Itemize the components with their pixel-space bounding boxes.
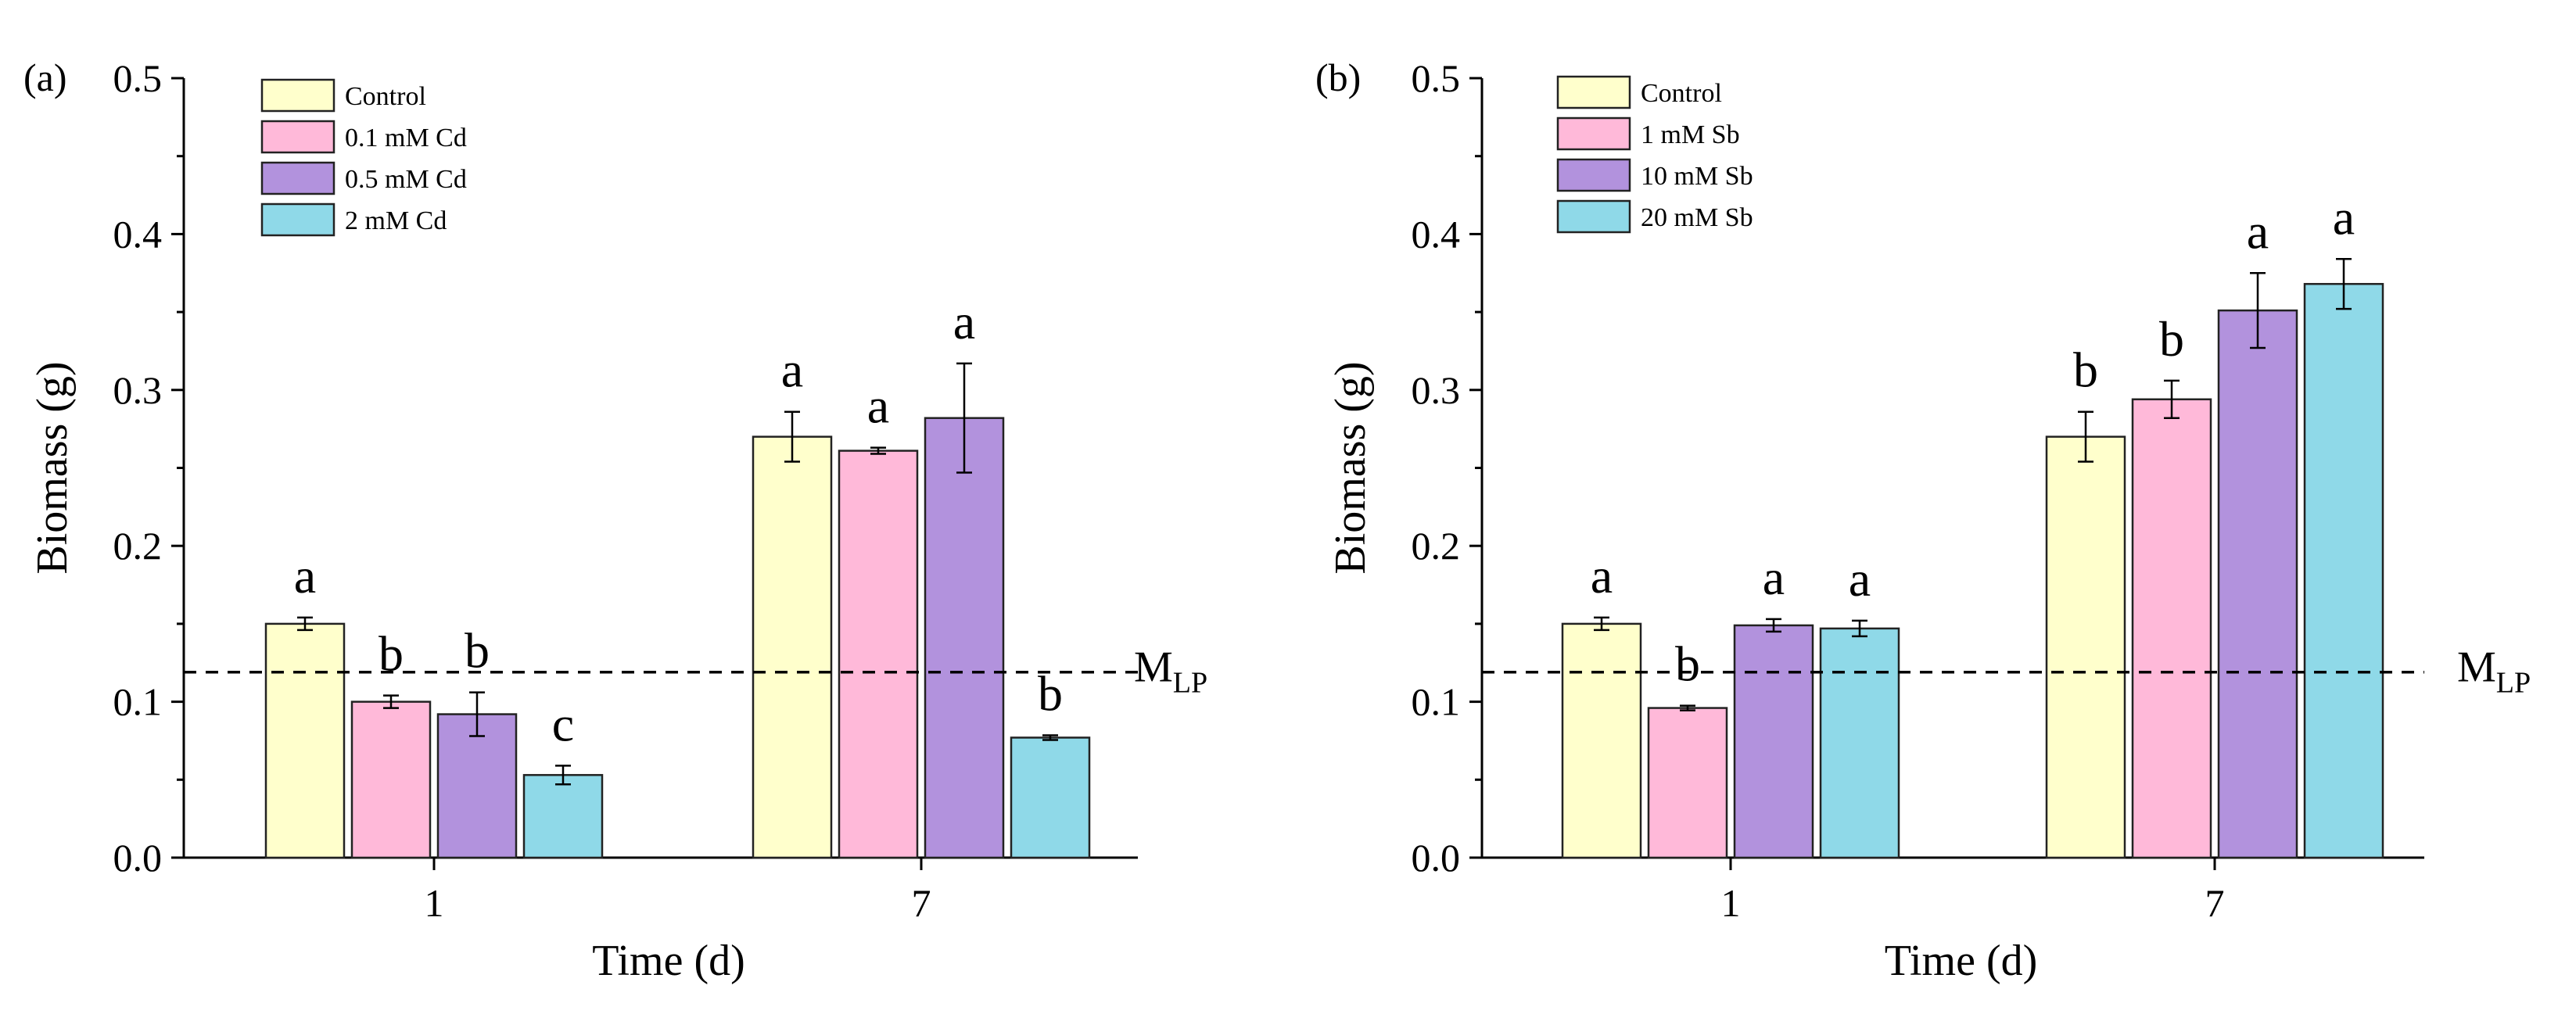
- bar: [436, 713, 518, 859]
- legend-label: 1 mM Sb: [1641, 120, 1740, 149]
- bar: [1733, 624, 1814, 859]
- y-tick-label: 0.3: [113, 368, 163, 412]
- y-tick-label: 0.5: [113, 56, 163, 100]
- panel-label: (b): [1315, 56, 1361, 99]
- significance-letter: a: [1763, 550, 1785, 605]
- legend-swatch: [1556, 116, 1631, 151]
- legend-label: 2 mM Cd: [345, 206, 447, 235]
- significance-letter: b: [2159, 311, 2184, 367]
- legend-label: 20 mM Sb: [1641, 203, 1753, 232]
- bar: [264, 622, 346, 859]
- legend-swatch: [1556, 75, 1631, 109]
- y-tick-label: 0.2: [113, 524, 163, 568]
- x-tick-label: 1: [425, 881, 444, 925]
- significance-letter: b: [1038, 665, 1063, 721]
- y-tick-label: 0.0: [113, 836, 163, 880]
- y-tick-label: 0.1: [1412, 680, 1461, 724]
- bar: [924, 417, 1005, 859]
- reference-line-label: MLP: [2457, 643, 2531, 700]
- significance-letter: a: [294, 548, 316, 604]
- legend-label: 0.5 mM Cd: [345, 165, 467, 194]
- significance-letter: c: [552, 696, 574, 751]
- bar: [1819, 627, 1900, 859]
- y-tick-label: 0.4: [113, 212, 163, 256]
- significance-letter: a: [953, 294, 975, 349]
- significance-letter: a: [1849, 551, 1871, 607]
- x-tick-label: 1: [1721, 881, 1741, 925]
- significance-letter: a: [2333, 189, 2355, 245]
- reference-line-subscript: LP: [1173, 667, 1207, 700]
- y-tick-label: 0.0: [1412, 836, 1461, 880]
- bar: [522, 774, 604, 859]
- panel-label: (a): [23, 56, 67, 99]
- chart-panel-a: (a) 0.0 0.1 0.2 0.3 0.4 0.5 Biomass (g) 1 7 Time (…: [23, 56, 1207, 985]
- x-axis-title: Time (d): [592, 937, 745, 985]
- bar: [350, 700, 432, 859]
- y-axis-title: Biomass (g): [1326, 361, 1375, 574]
- reference-line-label: MLP: [1134, 643, 1207, 700]
- legend-label: Control: [345, 82, 426, 111]
- reference-line-subscript: LP: [2496, 667, 2531, 700]
- legend-swatch: [1556, 158, 1631, 192]
- legend-label: 10 mM Sb: [1641, 162, 1753, 191]
- legend-swatch: [260, 120, 335, 154]
- significance-letter: a: [867, 378, 889, 434]
- significance-letter: a: [1591, 548, 1613, 604]
- y-tick-label: 0.1: [113, 680, 163, 724]
- x-tick-label: 7: [2205, 881, 2225, 925]
- legend-swatch: [260, 202, 335, 237]
- legend-label: 0.1 mM Cd: [345, 124, 467, 152]
- bar: [1647, 707, 1728, 859]
- x-tick-label: 7: [912, 881, 931, 925]
- significance-letter: b: [2073, 342, 2098, 398]
- bar: [838, 450, 919, 859]
- significance-letter: b: [1675, 636, 1700, 692]
- bar: [1561, 622, 1642, 859]
- y-tick-label: 0.5: [1412, 56, 1461, 100]
- bar: [1010, 736, 1091, 859]
- significance-letter: a: [781, 342, 803, 398]
- bar: [2045, 435, 2126, 859]
- y-tick-label: 0.3: [1412, 368, 1461, 412]
- y-tick-label: 0.2: [1412, 524, 1461, 568]
- significance-letter: b: [465, 623, 490, 679]
- x-axis-title: Time (d): [1885, 937, 2038, 985]
- legend-swatch: [1556, 199, 1631, 234]
- legend-label: Control: [1641, 79, 1722, 108]
- legend-swatch: [260, 78, 335, 113]
- legend-swatch: [260, 161, 335, 195]
- bar: [2217, 309, 2298, 859]
- y-axis-title: Biomass (g): [28, 361, 77, 574]
- y-tick-label: 0.4: [1412, 212, 1461, 256]
- bar: [2131, 398, 2212, 859]
- chart-panel-b: (b) 0.0 0.1 0.2 0.3 0.4 0.5 Biomass (g) 1 7 Time (…: [1315, 56, 2531, 985]
- bar: [2303, 282, 2384, 859]
- significance-letter: a: [2247, 203, 2269, 259]
- bar: [752, 435, 833, 859]
